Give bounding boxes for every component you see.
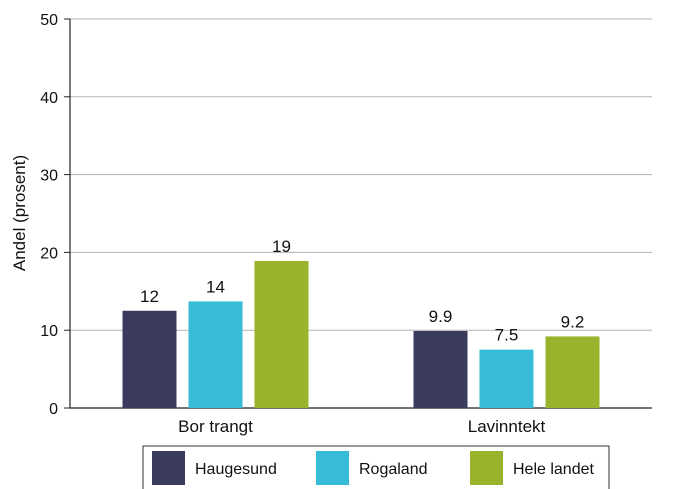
legend: Haugesund Rogaland Hele landet (142, 445, 610, 489)
y-tick-label: 20 (40, 245, 58, 262)
bar (188, 301, 243, 408)
data-label: 7.5 (495, 326, 519, 345)
bar (545, 336, 600, 408)
category-label: Bor trangt (178, 417, 253, 436)
legend-swatch (152, 451, 185, 485)
legend-swatch (470, 451, 503, 485)
y-axis-title: Andel (prosent) (10, 155, 29, 271)
legend-label: Hele landet (513, 461, 595, 478)
data-label: 9.2 (561, 312, 585, 331)
legend-swatch (316, 451, 349, 485)
data-labels: 12 14 19 9.9 7.5 9.2 (140, 237, 584, 345)
y-tick-labels: 0 10 20 30 40 50 (40, 12, 58, 418)
data-label: 9.9 (429, 307, 453, 326)
legend-label: Rogaland (359, 461, 428, 478)
y-tick-label: 50 (40, 12, 58, 29)
legend-label: Haugesund (195, 461, 277, 478)
bar (479, 349, 534, 408)
data-label: 19 (272, 237, 291, 256)
y-tick-label: 0 (49, 401, 58, 418)
y-tick-label: 30 (40, 168, 58, 185)
y-tick-label: 40 (40, 90, 58, 107)
bar (254, 260, 309, 408)
bar (122, 310, 177, 408)
bars (122, 260, 600, 408)
data-label: 14 (206, 277, 225, 296)
legend-box (142, 445, 610, 489)
data-label: 12 (140, 287, 159, 306)
bar (413, 330, 468, 408)
y-tick-label: 10 (40, 323, 58, 340)
category-label: Lavinntekt (468, 417, 546, 436)
category-labels: Bor trangt Lavinntekt (178, 417, 545, 436)
